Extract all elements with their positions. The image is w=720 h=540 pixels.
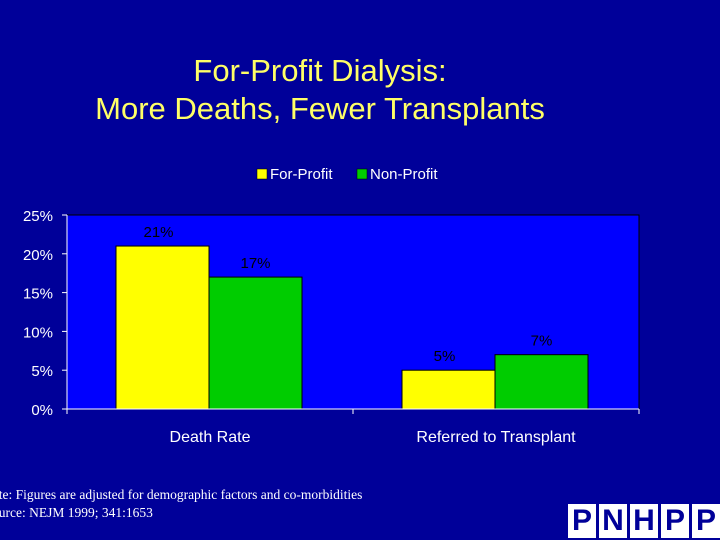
source-line: ource: NEJM 1999; 341:1653 <box>0 505 153 520</box>
y-tick-label: 0% <box>31 402 53 419</box>
legend-label-non-profit: Non-Profit <box>370 166 438 183</box>
data-label: 7% <box>531 333 553 350</box>
chart-legend: For-Profit Non-Profit <box>256 166 438 183</box>
title-line-2: More Deaths, Fewer Transplants <box>95 91 545 126</box>
slide-title: For-Profit Dialysis: More Deaths, Fewer … <box>0 52 640 128</box>
logo-letter: P <box>661 504 689 538</box>
logo-letter: N <box>599 504 627 538</box>
bar-for-profit-0 <box>115 245 210 410</box>
x-tick-label: Death Rate <box>170 429 251 446</box>
data-label: 5% <box>434 348 456 365</box>
y-tick-label: 10% <box>23 324 53 341</box>
logo-letter: H <box>630 504 658 538</box>
x-tick-label: Referred to Transplant <box>416 429 576 446</box>
logo-letter: P <box>568 504 596 538</box>
bar-non-profit-1 <box>494 354 589 410</box>
footnote: ote: Figures are adjusted for demographi… <box>0 486 362 522</box>
y-tick-label: 25% <box>23 208 53 225</box>
legend-swatch-non-profit <box>356 168 368 180</box>
logo-letter: P <box>692 504 720 538</box>
title-line-1: For-Profit Dialysis: <box>193 53 447 88</box>
y-tick-label: 20% <box>23 247 53 264</box>
y-tick-label: 15% <box>23 286 53 303</box>
data-label: 21% <box>143 224 173 241</box>
bar-non-profit-0 <box>208 276 303 410</box>
note-line-1: ote: Figures are adjusted for demographi… <box>0 487 363 502</box>
y-tick-label: 5% <box>31 363 53 380</box>
bar-for-profit-1 <box>401 369 496 410</box>
data-label: 17% <box>240 255 270 272</box>
legend-swatch-for-profit <box>256 168 268 180</box>
legend-label-for-profit: For-Profit <box>270 166 333 183</box>
